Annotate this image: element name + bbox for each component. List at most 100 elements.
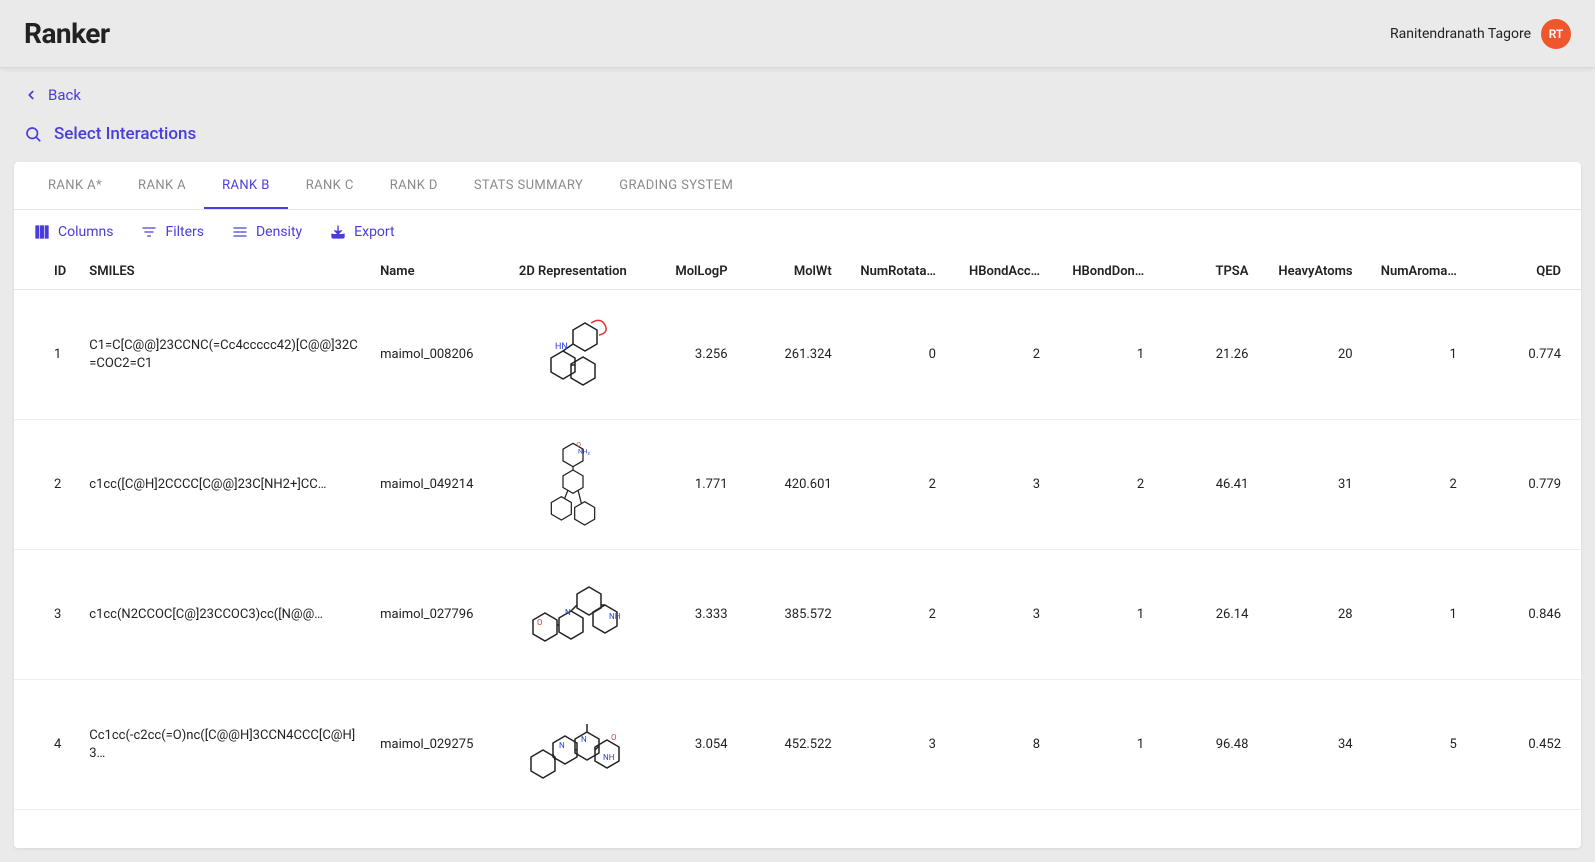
cell-name: maimol_049214 (372, 420, 502, 550)
tab-ranka-star[interactable]: RANK A* (30, 162, 120, 209)
svg-text:HN: HN (555, 342, 568, 352)
tab-rankb[interactable]: RANK B (204, 162, 288, 209)
cell-name: maimol_029275 (372, 680, 502, 810)
tab-stats[interactable]: STATS SUMMARY (456, 162, 601, 209)
cell-hdon: 1 (1060, 550, 1164, 680)
svg-text:NH: NH (609, 612, 621, 621)
export-button[interactable]: Export (330, 224, 394, 240)
cell-narom: 1 (1373, 550, 1477, 680)
cell-tpsa: 26.14 (1164, 550, 1268, 680)
molecule-icon: O N N NH (523, 695, 623, 795)
cell-smiles: Cc1cc(-c2cc(=O)nc([C@@H]3CCN4CCC[C@H]3… (81, 680, 372, 810)
cell-molwt: 420.601 (748, 420, 852, 550)
col-mollogp[interactable]: MolLogP (643, 254, 747, 290)
cell-qed: 0.774 (1477, 290, 1581, 420)
cell-hacc: 8 (956, 680, 1060, 810)
cell-2d-representation: NH₂O (502, 420, 643, 550)
cell-name: maimol_027796 (372, 550, 502, 680)
cell-hacc: 3 (956, 420, 1060, 550)
tab-grading[interactable]: GRADING SYSTEM (601, 162, 751, 209)
search-icon (24, 125, 42, 143)
density-button[interactable]: Density (232, 224, 302, 240)
molecule-icon: HN (523, 305, 623, 405)
cell-numrot: 3 (852, 680, 956, 810)
columns-button[interactable]: Columns (34, 224, 113, 240)
cell-heavy: 28 (1268, 550, 1372, 680)
cell-heavy: 34 (1268, 680, 1372, 810)
table-row[interactable]: 2 c1cc([C@H]2CCCC[C@@]23C[NH2+]CC…maimol_… (14, 420, 1581, 550)
filters-label: Filters (165, 224, 204, 240)
cell-narom: 1 (1373, 290, 1477, 420)
download-icon (330, 224, 346, 240)
select-interactions-label: Select Interactions (54, 124, 196, 144)
page-body: Back Select Interactions RANK A*RANK ARA… (0, 68, 1595, 862)
topbar: Ranker Ranitendranath Tagore RT (0, 0, 1595, 68)
cell-id: 1 (14, 290, 81, 420)
cell-smiles: c1cc([C@H]2CCCC[C@@]23C[NH2+]CC… (81, 420, 372, 550)
col-rep[interactable]: 2D Representation (502, 254, 643, 290)
molecule-icon: O N NH (523, 565, 623, 665)
tab-rankc[interactable]: RANK C (288, 162, 372, 209)
filters-button[interactable]: Filters (141, 224, 204, 240)
results-table: IDSMILESName2D RepresentationMolLogPMolW… (14, 254, 1581, 810)
table-row[interactable]: 4Cc1cc(-c2cc(=O)nc([C@@H]3CCN4CCC[C@H]3…… (14, 680, 1581, 810)
col-hacc[interactable]: HBondAcc… (956, 254, 1060, 290)
col-tpsa[interactable]: TPSA (1164, 254, 1268, 290)
col-smiles[interactable]: SMILES (81, 254, 372, 290)
col-narom[interactable]: NumAroma… (1373, 254, 1477, 290)
tab-ranka[interactable]: RANK A (120, 162, 204, 209)
cell-mollogp: 3.054 (643, 680, 747, 810)
col-hdon[interactable]: HBondDon… (1060, 254, 1164, 290)
cell-smiles: C1=C[C@@]23CCNC(=Cc4ccccc42)[C@@]32C=COC… (81, 290, 372, 420)
results-panel: RANK A*RANK ARANK BRANK CRANK DSTATS SUM… (14, 162, 1581, 848)
svg-text:N: N (565, 608, 571, 617)
cell-molwt: 452.522 (748, 680, 852, 810)
cell-qed: 0.779 (1477, 420, 1581, 550)
cell-2d-representation: HN (502, 290, 643, 420)
back-button[interactable]: Back (0, 68, 105, 114)
chevron-left-icon (24, 88, 38, 102)
cell-numrot: 0 (852, 290, 956, 420)
cell-molwt: 385.572 (748, 550, 852, 680)
col-heavy[interactable]: HeavyAtoms (1268, 254, 1372, 290)
col-id[interactable]: ID (14, 254, 81, 290)
cell-qed: 0.452 (1477, 680, 1581, 810)
cell-mollogp: 3.333 (643, 550, 747, 680)
cell-narom: 2 (1373, 420, 1477, 550)
table-row[interactable]: 1C1=C[C@@]23CCNC(=Cc4ccccc42)[C@@]32C=CO… (14, 290, 1581, 420)
svg-text:N: N (581, 735, 587, 744)
user-area[interactable]: Ranitendranath Tagore RT (1390, 19, 1571, 49)
header-row: IDSMILESName2D RepresentationMolLogPMolW… (14, 254, 1581, 290)
cell-id: 3 (14, 550, 81, 680)
svg-text:O: O (537, 618, 543, 627)
columns-label: Columns (58, 224, 113, 240)
select-interactions-button[interactable]: Select Interactions (0, 114, 220, 162)
cell-mollogp: 3.256 (643, 290, 747, 420)
cell-numrot: 2 (852, 550, 956, 680)
brand-title: Ranker (24, 17, 110, 50)
table-body: 1C1=C[C@@]23CCNC(=Cc4ccccc42)[C@@]32C=CO… (14, 290, 1581, 810)
tab-rankd[interactable]: RANK D (372, 162, 456, 209)
filter-icon (141, 224, 157, 240)
data-grid[interactable]: IDSMILESName2D RepresentationMolLogPMolW… (14, 254, 1581, 848)
svg-text:NH: NH (603, 753, 615, 762)
grid-toolbar: Columns Filters Density Export (14, 210, 1581, 254)
table-row[interactable]: 3c1cc(N2CCOC[C@]23CCOC3)cc([N@@…maimol_0… (14, 550, 1581, 680)
col-numrot[interactable]: NumRotata… (852, 254, 956, 290)
svg-text:N: N (559, 741, 565, 750)
columns-icon (34, 224, 50, 240)
cell-hdon: 2 (1060, 420, 1164, 550)
cell-hacc: 3 (956, 550, 1060, 680)
cell-hacc: 2 (956, 290, 1060, 420)
col-name[interactable]: Name (372, 254, 502, 290)
col-qed[interactable]: QED (1477, 254, 1581, 290)
cell-qed: 0.846 (1477, 550, 1581, 680)
user-name: Ranitendranath Tagore (1390, 26, 1531, 42)
cell-smiles: c1cc(N2CCOC[C@]23CCOC3)cc([N@@… (81, 550, 372, 680)
cell-numrot: 2 (852, 420, 956, 550)
svg-text:O: O (611, 733, 617, 742)
avatar[interactable]: RT (1541, 19, 1571, 49)
col-molwt[interactable]: MolWt (748, 254, 852, 290)
cell-name: maimol_008206 (372, 290, 502, 420)
cell-2d-representation: O N N NH (502, 680, 643, 810)
